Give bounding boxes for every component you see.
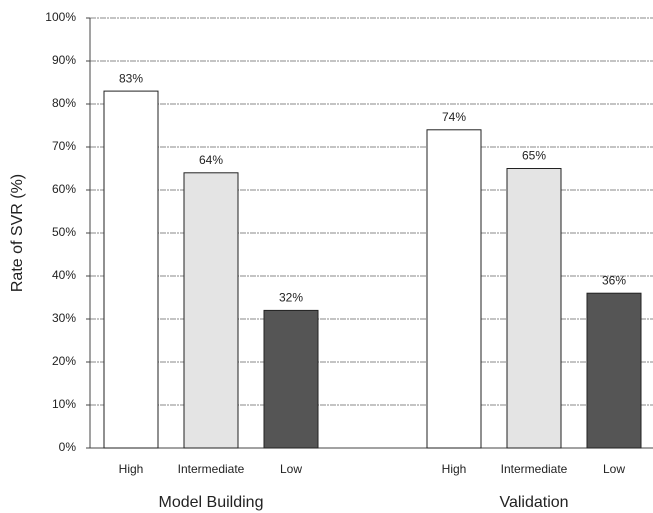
value-label: 74% — [442, 110, 466, 124]
value-label: 36% — [602, 273, 626, 287]
bar — [183, 172, 239, 449]
y-tick-label: 70% — [52, 139, 76, 153]
x-tick-label: High — [119, 462, 144, 476]
bar — [263, 309, 319, 449]
y-axis-label: Rate of SVR (%) — [9, 174, 26, 292]
value-label: 65% — [522, 149, 546, 163]
x-tick-label: High — [442, 462, 467, 476]
bar — [426, 129, 482, 449]
x-tick-label: Intermediate — [178, 462, 245, 476]
y-tick-label: 30% — [52, 311, 76, 325]
y-tick-label: 60% — [52, 182, 76, 196]
value-label: 83% — [119, 71, 143, 85]
bar — [586, 292, 642, 449]
y-tick-label: 10% — [52, 397, 76, 411]
y-tick-label: 50% — [52, 225, 76, 239]
bar — [506, 168, 562, 449]
x-tick-label: Intermediate — [501, 462, 568, 476]
value-label: 32% — [279, 291, 303, 305]
value-label: 64% — [199, 153, 223, 167]
group-label: Validation — [499, 494, 568, 511]
bar — [103, 90, 159, 449]
x-tick-label: Low — [603, 462, 625, 476]
group-label: Model Building — [159, 494, 264, 511]
y-tick-label: 100% — [45, 10, 76, 24]
x-tick-label: Low — [280, 462, 302, 476]
y-tick-label: 40% — [52, 268, 76, 282]
y-tick-label: 20% — [52, 354, 76, 368]
y-tick-label: 80% — [52, 96, 76, 110]
y-tick-label: 90% — [52, 53, 76, 67]
y-tick-label: 0% — [59, 440, 77, 454]
